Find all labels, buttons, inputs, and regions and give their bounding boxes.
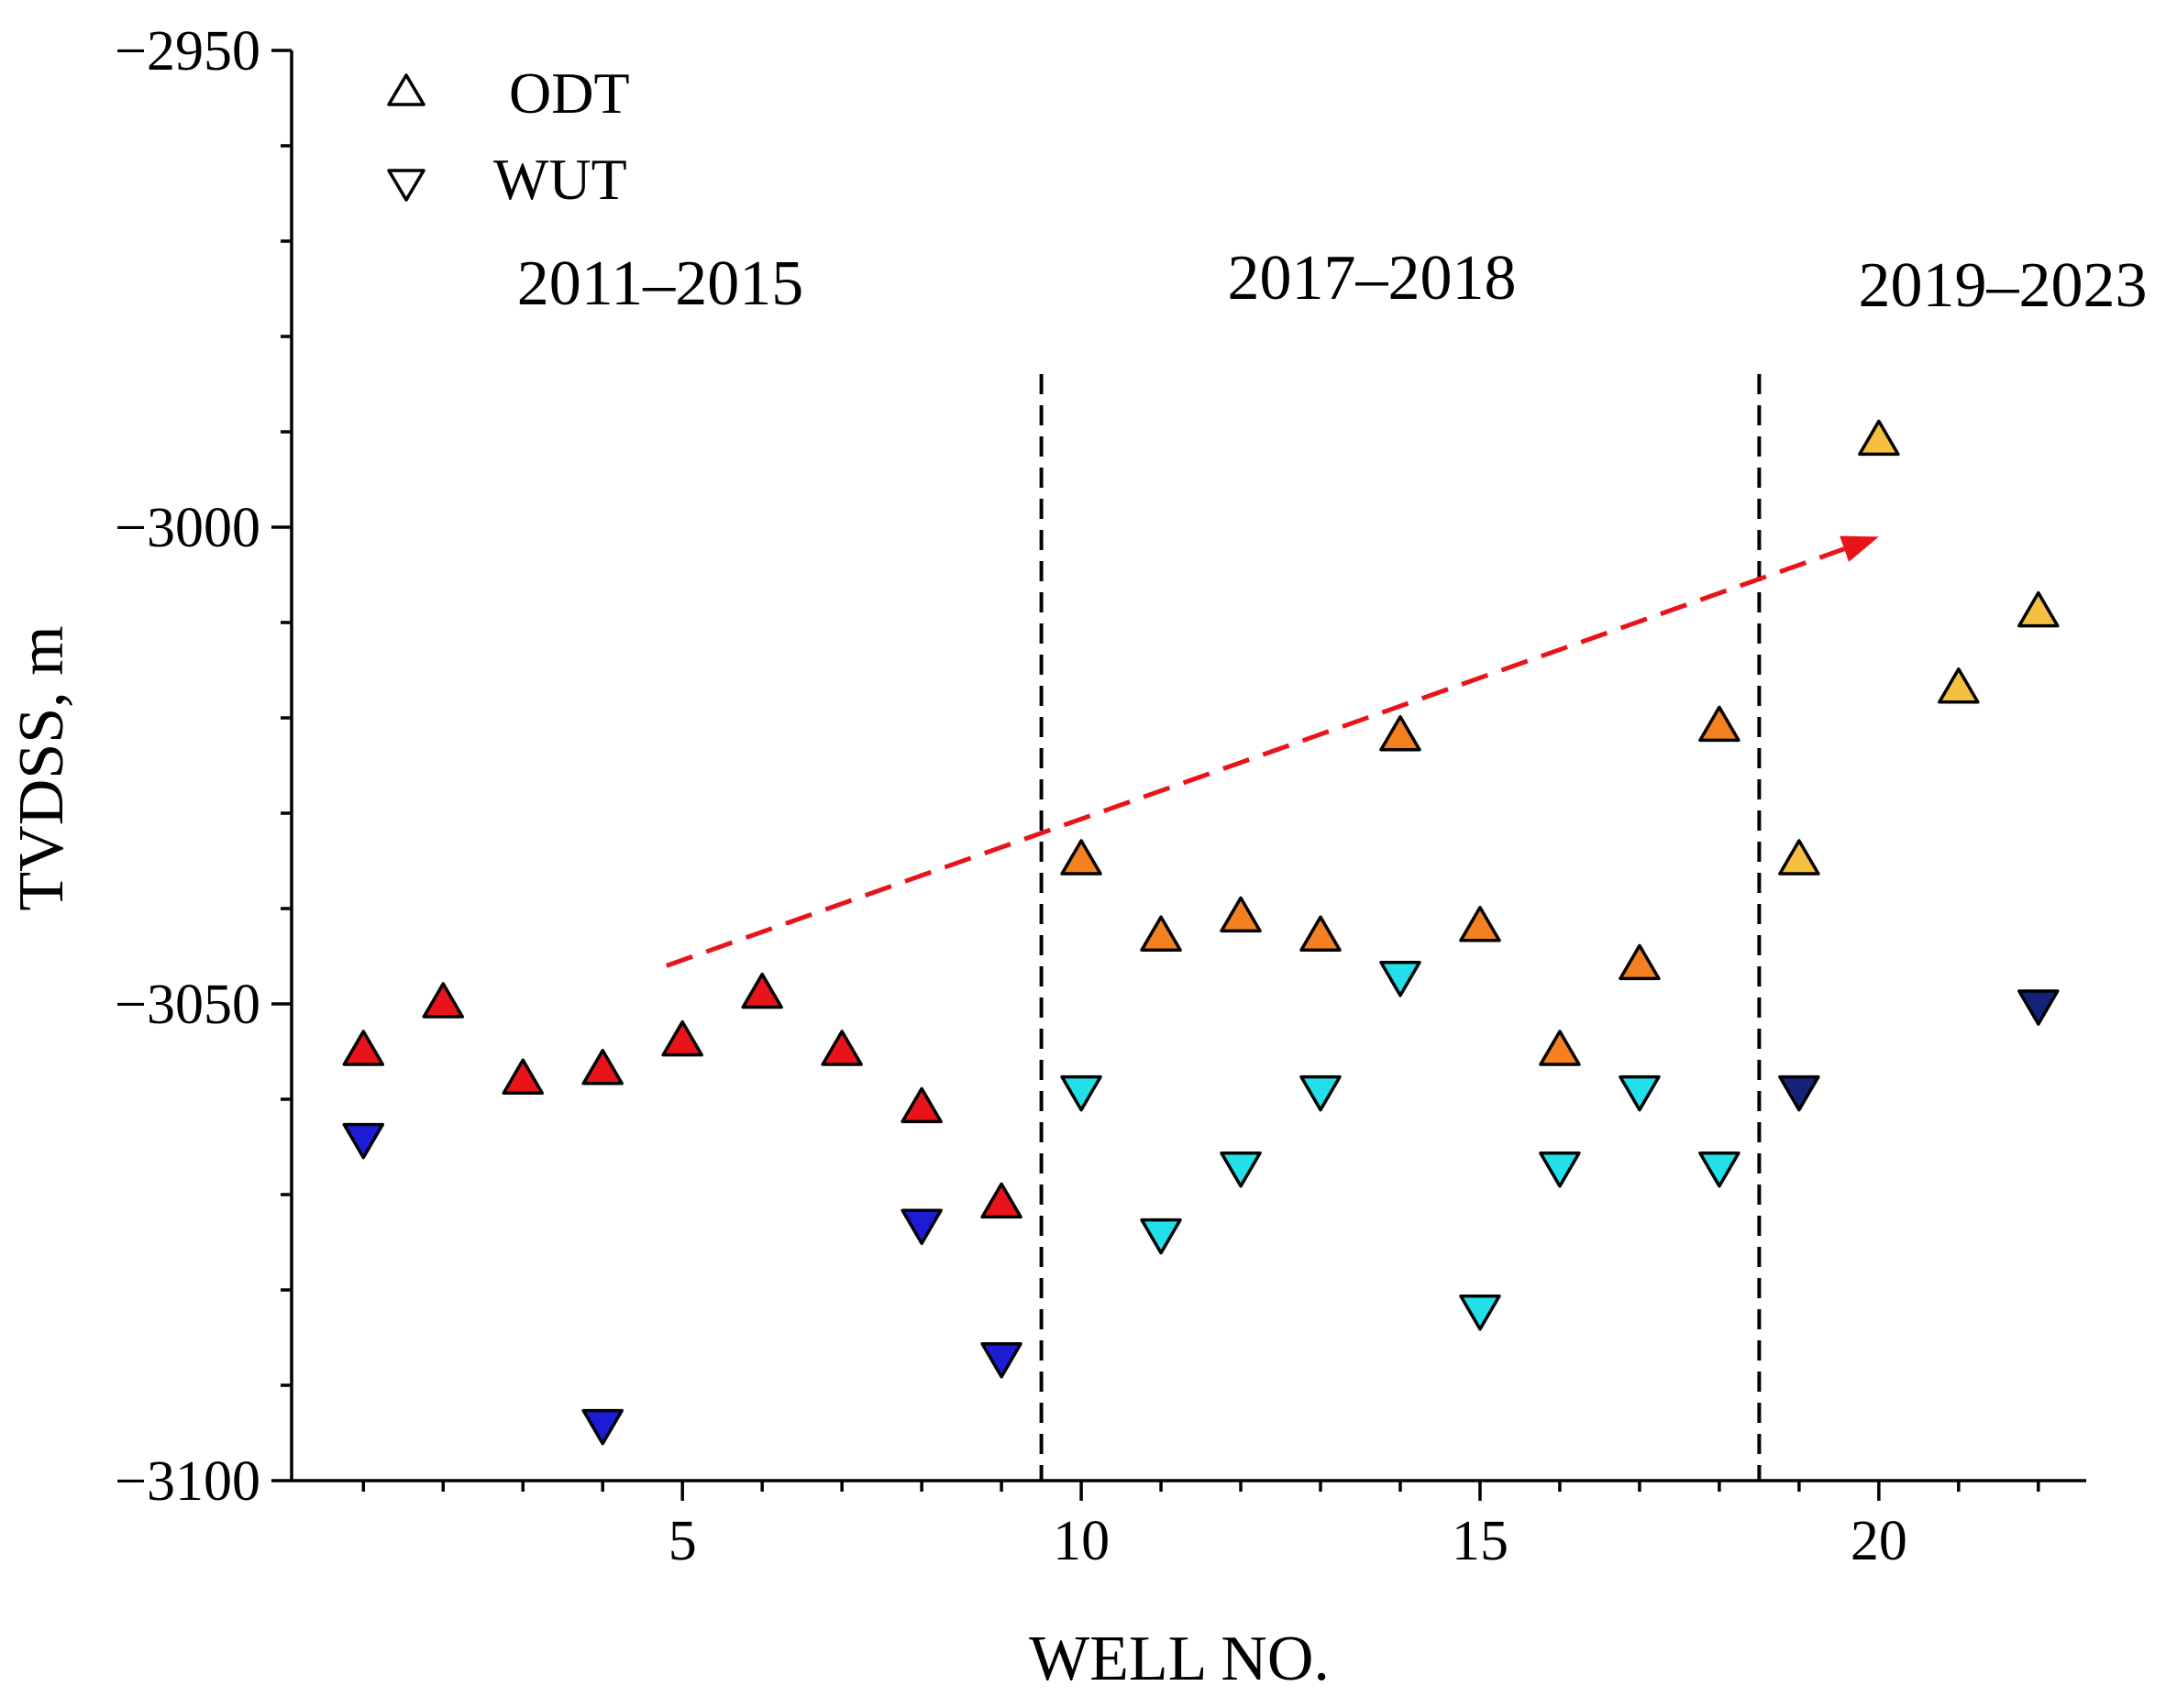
wut-point bbox=[581, 1408, 624, 1446]
wut-point bbox=[1778, 1074, 1820, 1112]
legend-odt-marker bbox=[387, 73, 425, 106]
x-axis-title: WELL NO. bbox=[1029, 1624, 1330, 1694]
odt-point bbox=[1778, 839, 1820, 876]
trend-arrow-layer bbox=[665, 535, 1879, 968]
period-label-1: 2011–2015 bbox=[517, 248, 803, 319]
wut-point bbox=[1299, 1074, 1342, 1112]
odt-point bbox=[502, 1058, 544, 1095]
period-dividers bbox=[1039, 374, 1762, 1481]
odt-point bbox=[1938, 667, 1980, 704]
odt-point bbox=[1858, 419, 1900, 457]
y-tick-label: −3050 bbox=[115, 974, 260, 1036]
period-label-3: 2019–2023 bbox=[1859, 250, 2148, 321]
wut-point bbox=[1539, 1152, 1581, 1188]
x-tick-label: 15 bbox=[1452, 1510, 1508, 1572]
odt-point bbox=[1459, 906, 1501, 942]
x-tick-label: 20 bbox=[1851, 1510, 1907, 1572]
legend-wut-label: WUT bbox=[493, 147, 627, 212]
wut-point bbox=[1140, 1218, 1182, 1255]
wut-point bbox=[901, 1208, 943, 1245]
x-tick-label: 10 bbox=[1053, 1510, 1110, 1572]
y-axis-title: TVDSS, m bbox=[6, 625, 77, 910]
odt-point bbox=[821, 1030, 863, 1066]
odt-point bbox=[2017, 590, 2060, 628]
y-tick-label: −3100 bbox=[115, 1450, 260, 1513]
odt-point bbox=[342, 1030, 385, 1066]
odt-point bbox=[1698, 705, 1740, 743]
y-tick-label: −3000 bbox=[115, 497, 260, 559]
y-tick-label: −2950 bbox=[115, 20, 260, 83]
odt-point bbox=[1140, 915, 1182, 952]
odt-point bbox=[741, 972, 783, 1009]
wut-point bbox=[1379, 961, 1421, 997]
axes bbox=[271, 49, 2086, 1501]
legend-odt-label: ODT bbox=[509, 61, 630, 126]
odt-point bbox=[581, 1049, 624, 1085]
wut-point bbox=[1619, 1074, 1661, 1112]
trend-arrow-shaft bbox=[665, 546, 1845, 968]
odt-point bbox=[901, 1086, 943, 1124]
wut-point bbox=[342, 1122, 385, 1160]
data-markers bbox=[342, 419, 2060, 1446]
tick-labels: −2950 −3000 −3050 −3100 5 10 15 20 bbox=[115, 20, 1907, 1572]
wut-point bbox=[1060, 1074, 1102, 1112]
wut-point bbox=[1459, 1295, 1501, 1331]
odt-point bbox=[1060, 839, 1102, 876]
odt-point bbox=[1220, 896, 1262, 933]
odt-point bbox=[1299, 915, 1342, 952]
trend-arrow-head bbox=[1840, 535, 1879, 562]
odt-point bbox=[1619, 943, 1661, 981]
odt-point bbox=[980, 1182, 1022, 1219]
wut-point bbox=[2017, 989, 2060, 1026]
wut-point bbox=[1698, 1152, 1740, 1188]
wut-point bbox=[1220, 1152, 1262, 1188]
odt-point bbox=[1379, 715, 1421, 752]
legend: ODT WUT bbox=[387, 61, 630, 212]
odt-point bbox=[661, 1019, 703, 1057]
wut-point bbox=[980, 1342, 1022, 1379]
odt-point bbox=[422, 982, 465, 1019]
x-tick-label: 5 bbox=[669, 1510, 697, 1572]
legend-wut-marker bbox=[387, 169, 425, 202]
period-label-2: 2017–2018 bbox=[1228, 243, 1517, 314]
odt-point bbox=[1539, 1030, 1581, 1066]
